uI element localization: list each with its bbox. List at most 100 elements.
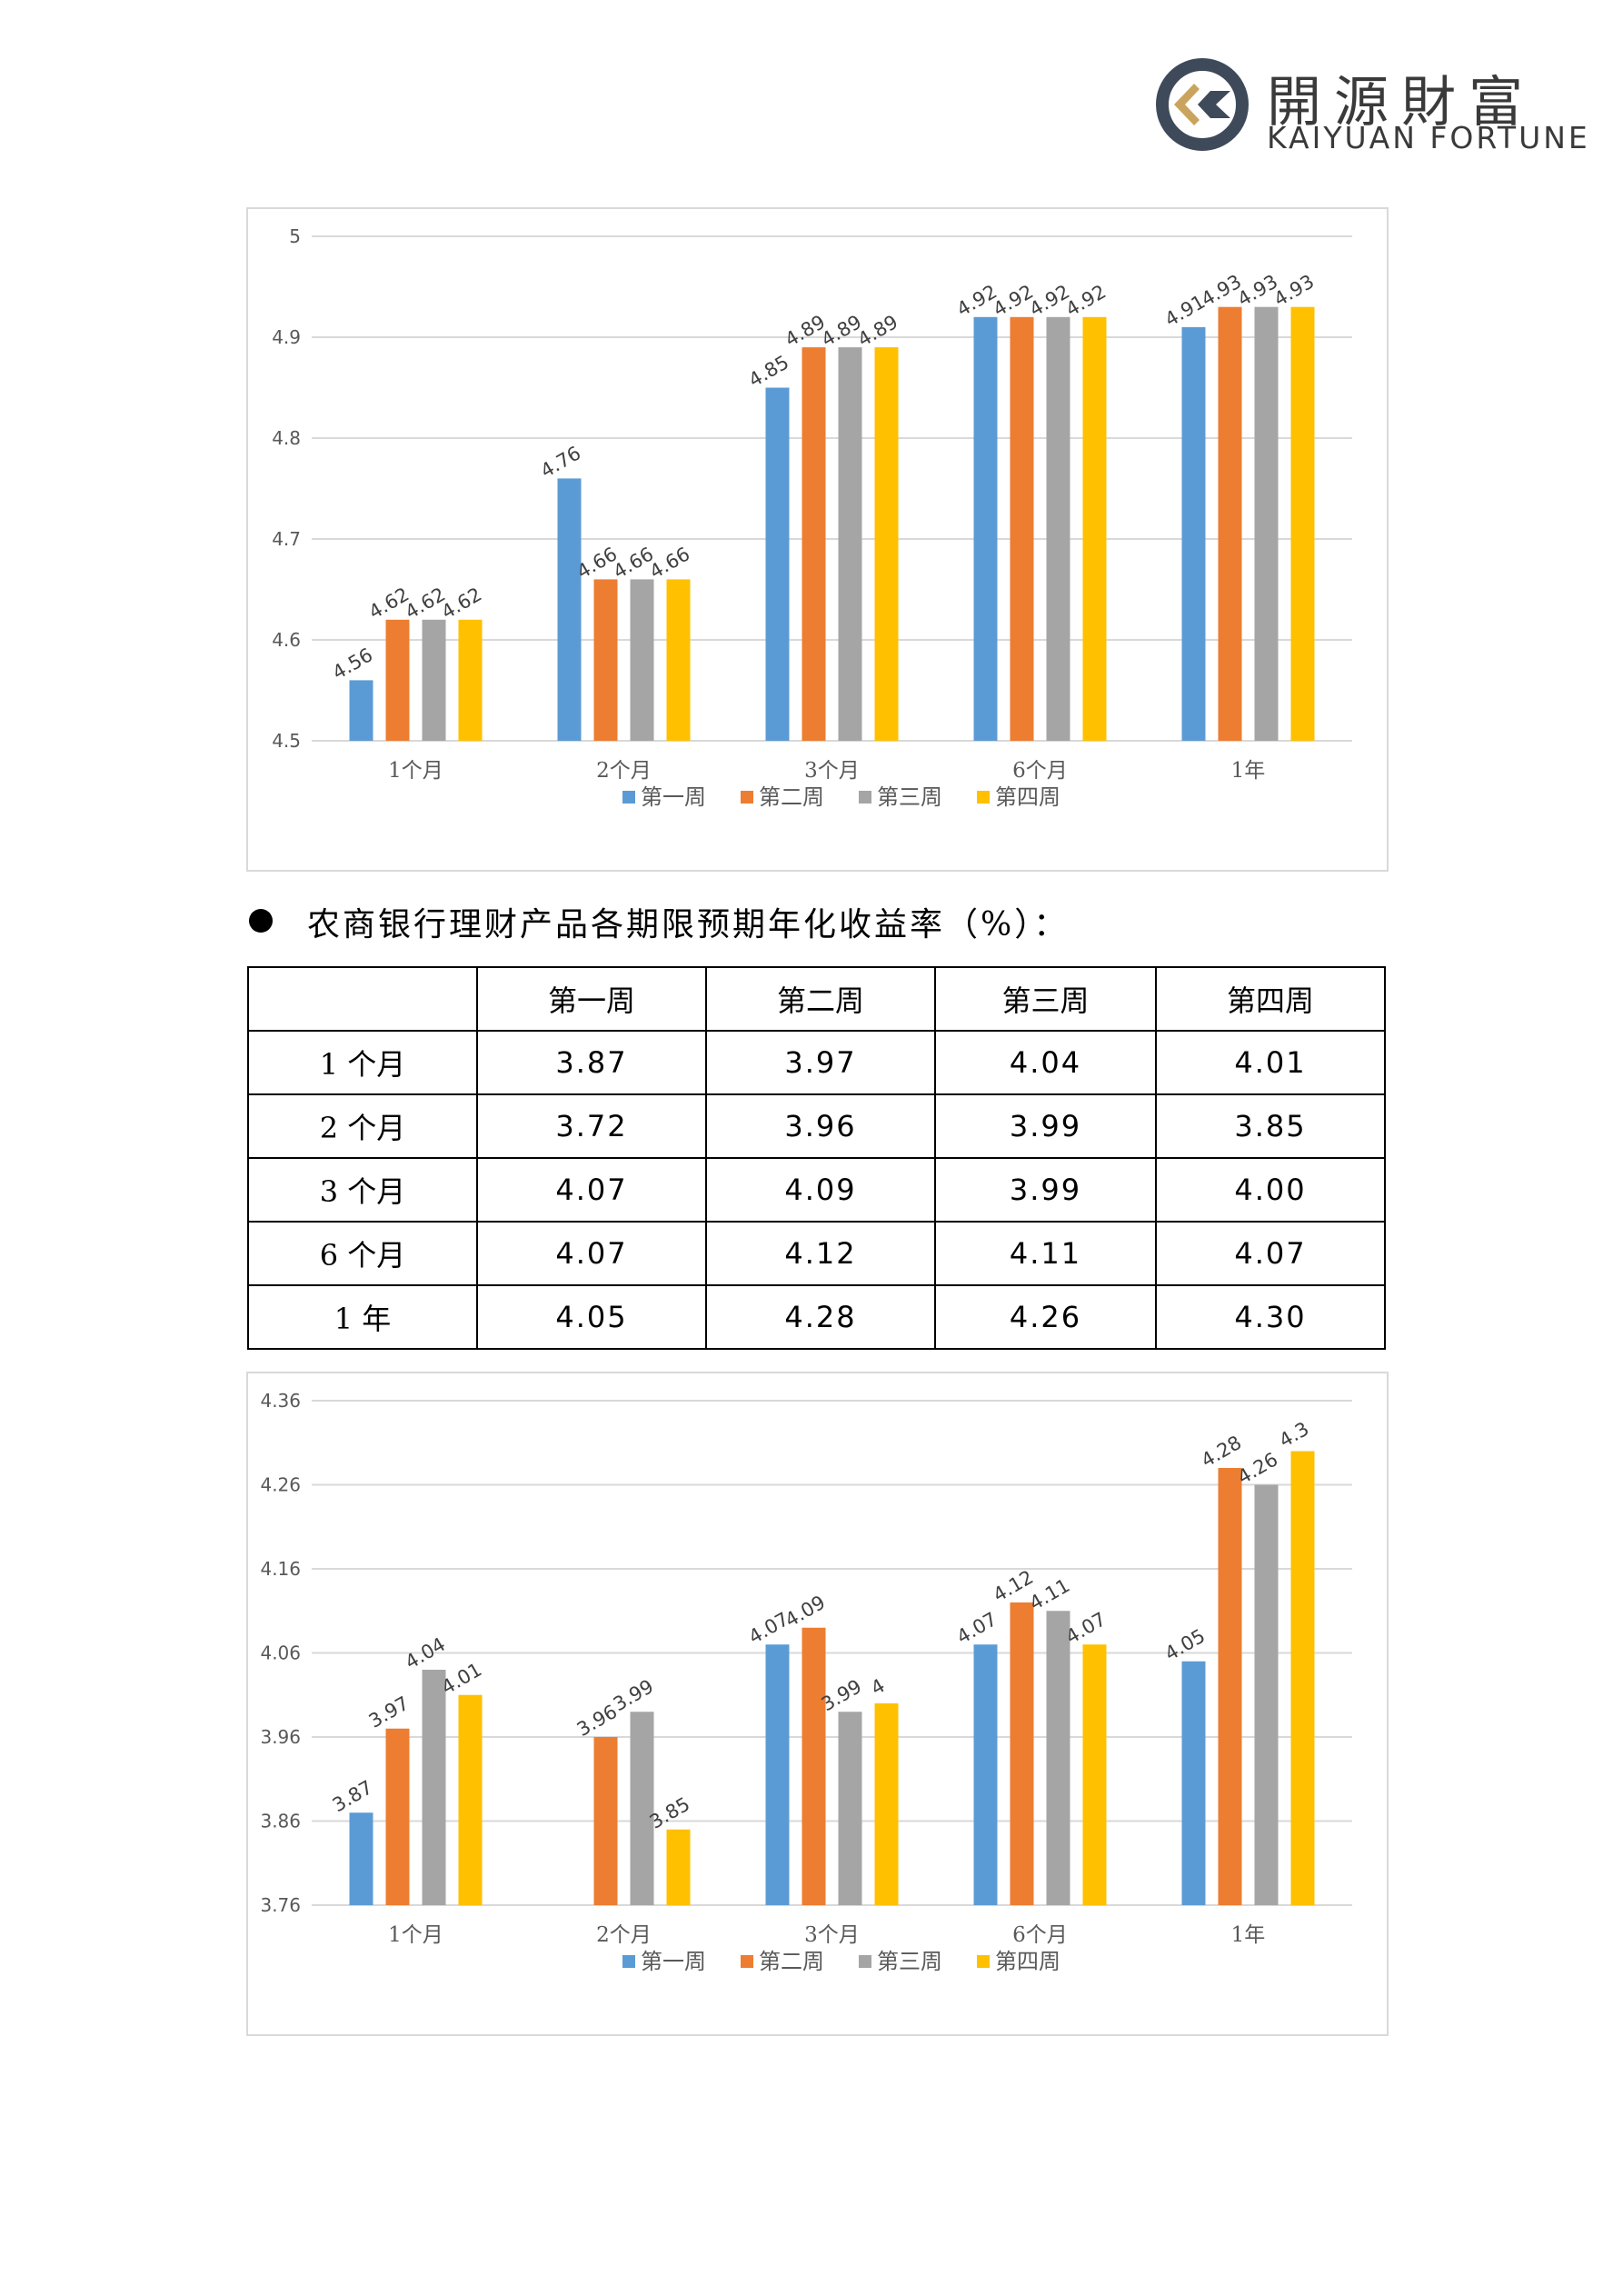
x-tick-label: 3个月 [804, 759, 860, 783]
table-cell: 3.72 [476, 1093, 707, 1159]
x-tick-label: 1年 [1231, 759, 1266, 783]
data-label: 4.28 [1198, 1432, 1246, 1472]
bar [630, 579, 654, 741]
legend-swatch [622, 791, 635, 804]
legend-label: 第四周 [995, 1949, 1060, 1974]
legend-swatch [741, 791, 753, 804]
bar [1218, 306, 1242, 741]
table-header-row: 第一周 第二周 第三周 第四周 [247, 966, 1386, 1032]
table-cell: 4.00 [1155, 1157, 1386, 1223]
data-label: 4.26 [1234, 1448, 1282, 1488]
table-cell: 3.87 [476, 1030, 707, 1095]
legend-label: 第一周 [641, 784, 706, 810]
bar [593, 579, 618, 741]
bar [802, 347, 826, 741]
data-label: 3.87 [329, 1776, 377, 1816]
x-tick-label: 6个月 [1012, 1923, 1068, 1947]
data-label: 3.99 [610, 1675, 658, 1715]
table-row: 1 个月 3.87 3.97 4.04 4.01 [247, 1030, 1386, 1095]
chart-2: 3.76 3.86 3.96 4.06 4.16 4.26 4.36 1个月 3.87 3.97 4… [246, 1372, 1389, 2036]
table-header-cell [247, 966, 478, 1032]
y-tick-label: 4.7 [272, 528, 301, 550]
bar [1218, 1468, 1242, 1905]
bar [1046, 1611, 1070, 1905]
bar [630, 1712, 654, 1905]
data-label: 4.93 [1270, 271, 1319, 311]
table-cell: 3.85 [1155, 1093, 1386, 1159]
table-row: 2 个月 3.72 3.96 3.99 3.85 [247, 1093, 1386, 1159]
section-title: 农商银行理财产品各期限预期年化收益率（%）： [307, 906, 1070, 943]
legend-label: 第三周 [877, 1949, 942, 1974]
data-label: 4 [867, 1674, 889, 1699]
legend-label: 第二周 [759, 1949, 824, 1974]
legend-swatch [741, 1955, 753, 1968]
legend-swatch [859, 1955, 871, 1968]
table-row: 3 个月 4.07 4.09 3.99 4.00 [247, 1157, 1386, 1223]
table-cell: 4.09 [705, 1157, 936, 1223]
table-header-cell: 第四周 [1155, 966, 1386, 1032]
row-label: 2 个月 [247, 1093, 478, 1159]
legend-label: 第四周 [995, 784, 1060, 810]
table-cell: 4.11 [934, 1221, 1157, 1286]
data-label: 4.09 [782, 1592, 830, 1632]
table-cell: 4.28 [705, 1284, 936, 1350]
bar [1010, 316, 1034, 741]
bar [458, 619, 483, 741]
row-label: 6 个月 [247, 1221, 478, 1286]
chart-1: 4.5 4.6 4.7 4.8 4.9 5 1个月 4.56 4.62 4.62 4.62 2个月 4.… [246, 207, 1389, 872]
y-tick-label: 3.76 [260, 1894, 301, 1916]
bar [557, 478, 582, 741]
logo-name-cn: 開源財富 [1267, 71, 1536, 135]
data-label: 4.89 [854, 311, 902, 351]
bar [1254, 306, 1279, 741]
table-cell: 4.04 [934, 1030, 1157, 1095]
bar [765, 1644, 790, 1905]
data-label: 4.62 [438, 584, 486, 624]
bar [1181, 1661, 1206, 1905]
bar [422, 619, 446, 741]
table-cell: 3.96 [705, 1093, 936, 1159]
legend-swatch [977, 791, 990, 804]
logo-name-en: KAIYUAN FORTUNE [1267, 120, 1590, 155]
y-tick-label: 3.86 [260, 1811, 301, 1832]
bar [973, 316, 998, 741]
table-cell: 4.05 [476, 1284, 707, 1350]
bar [838, 347, 862, 741]
data-label: 4.07 [953, 1608, 1001, 1648]
table-row: 1 年 4.05 4.28 4.26 4.30 [247, 1284, 1386, 1350]
legend-label: 第三周 [877, 784, 942, 810]
table-header-cell: 第二周 [705, 966, 936, 1032]
company-logo: 開源財富 KAIYUAN FORTUNE [1154, 56, 1588, 156]
y-tick-label: 5 [289, 225, 301, 247]
bar [802, 1627, 826, 1905]
y-tick-label: 4.36 [260, 1390, 301, 1412]
x-tick-label: 1个月 [388, 759, 443, 783]
legend-label: 第二周 [759, 784, 824, 810]
data-label: 4.76 [537, 442, 585, 482]
row-label: 1 年 [247, 1284, 478, 1350]
table-header-cell: 第三周 [934, 966, 1157, 1032]
y-tick-label: 4.8 [272, 427, 301, 449]
bar [385, 1728, 410, 1905]
bar [1254, 1484, 1279, 1905]
bar [349, 1812, 373, 1905]
x-tick-label: 2个月 [596, 1923, 652, 1947]
chart-1-svg: 4.54.64.74.84.951个月4.564.624.624.622个月4.… [272, 225, 1352, 810]
row-label: 3 个月 [247, 1157, 478, 1223]
x-tick-label: 6个月 [1012, 759, 1068, 783]
bar [1290, 1451, 1315, 1905]
y-tick-label: 4.16 [260, 1558, 301, 1580]
bar [458, 1694, 483, 1905]
bar [1046, 316, 1070, 741]
data-label: 3.97 [365, 1692, 413, 1732]
y-tick-label: 4.06 [260, 1642, 301, 1664]
table-cell: 4.30 [1155, 1284, 1386, 1350]
x-tick-label: 3个月 [804, 1923, 860, 1947]
table-cell: 3.99 [934, 1093, 1157, 1159]
y-tick-label: 3.96 [260, 1726, 301, 1748]
bar [666, 579, 691, 741]
table-cell: 4.12 [705, 1221, 936, 1286]
y-tick-label: 4.9 [272, 326, 301, 348]
bar [1010, 1602, 1034, 1905]
data-label: 3.96 [573, 1701, 622, 1741]
